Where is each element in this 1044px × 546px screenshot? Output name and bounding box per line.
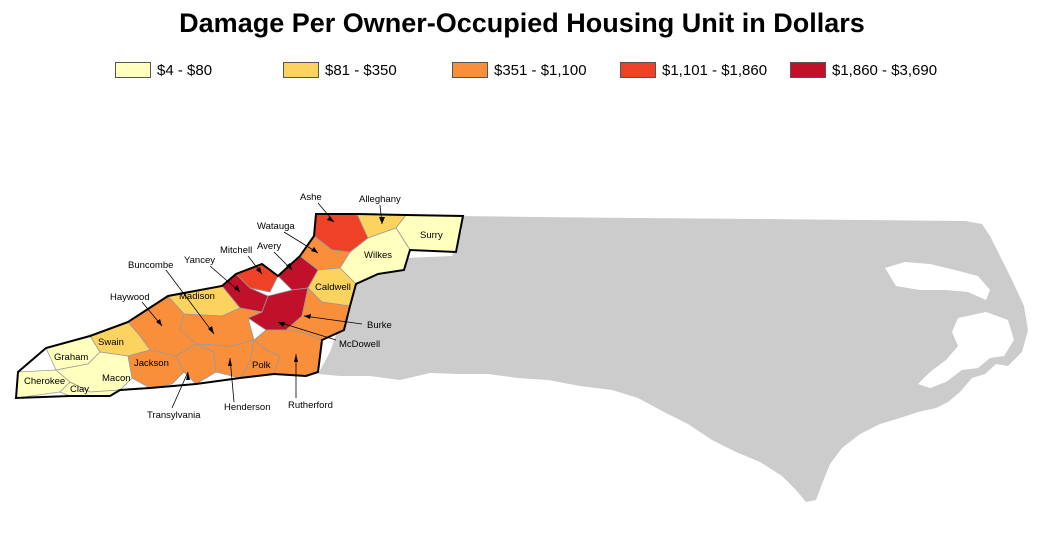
arrow-transylvania	[186, 372, 190, 380]
leader-mcdowell	[277, 321, 337, 341]
arrow-avery	[286, 263, 292, 270]
map-title: Damage Per Owner-Occupied Housing Unit i…	[179, 8, 865, 38]
arrow-burke	[304, 314, 311, 319]
legend-label-5: $1,860 - $3,690	[832, 61, 938, 79]
label-caldwell: Caldwell	[315, 282, 351, 293]
leader-transylvania	[171, 371, 189, 409]
arrow-mitchell	[256, 267, 262, 274]
legend-item-5: $1,860 - $3,690	[790, 58, 937, 82]
label-polk: Polk	[252, 360, 271, 371]
county-labels: Ashe Alleghany Surry Watauga Wilkes Aver…	[24, 192, 443, 421]
legend-label-3: $351 - $1,100	[494, 61, 587, 79]
legend-label-2: $81 - $350	[325, 61, 397, 79]
legend-label-4: $1,101 - $1,860	[662, 61, 768, 79]
arrow-watauga	[311, 247, 318, 253]
legend-swatch-5	[790, 62, 826, 78]
label-watauga: Watauga	[257, 221, 295, 232]
label-jackson: Jackson	[134, 358, 169, 369]
leader-yancey	[209, 265, 241, 293]
leader-burke	[303, 315, 363, 325]
state-background	[318, 216, 1028, 502]
leader-arrowheads	[156, 216, 385, 380]
label-transylvania: Transylvania	[147, 410, 201, 421]
label-mcdowell: McDowell	[339, 339, 380, 350]
legend-label-1: $4 - $80	[157, 61, 213, 79]
county-jackson	[127, 349, 185, 389]
label-rutherford: Rutherford	[288, 400, 333, 411]
arrow-yancey	[234, 285, 240, 292]
label-graham: Graham	[54, 352, 88, 363]
label-madison: Madison	[179, 291, 215, 302]
legend-item-3: $351 - $1,100	[452, 58, 587, 82]
arrow-buncombe	[208, 326, 214, 334]
legend-swatch-2	[283, 62, 319, 78]
label-cherokee: Cherokee	[24, 376, 65, 387]
label-haywood: Haywood	[110, 292, 150, 303]
legend-swatch-1	[115, 62, 151, 78]
label-macon: Macon	[102, 373, 131, 384]
albemarle-sound	[885, 262, 990, 300]
label-mitchell: Mitchell	[220, 245, 252, 256]
legend-item-4: $1,101 - $1,860	[620, 58, 767, 82]
legend-item-1: $4 - $80	[115, 58, 212, 82]
label-clay: Clay	[70, 384, 89, 395]
label-swain: Swain	[98, 337, 124, 348]
label-alleghany: Alleghany	[359, 194, 401, 205]
pamlico-sound	[918, 312, 1014, 388]
label-buncombe: Buncombe	[128, 260, 173, 271]
arrow-alleghany	[379, 217, 385, 224]
legend-item-2: $81 - $350	[283, 58, 397, 82]
label-henderson: Henderson	[224, 402, 270, 413]
arrow-henderson	[228, 358, 232, 366]
label-avery: Avery	[257, 241, 281, 252]
arrow-ashe	[327, 216, 334, 222]
legend-swatch-4	[620, 62, 656, 78]
label-yancey: Yancey	[184, 255, 215, 266]
legend-swatch-3	[452, 62, 488, 78]
region-outline	[14, 213, 465, 400]
label-wilkes: Wilkes	[364, 250, 392, 261]
arrow-haywood	[156, 319, 162, 326]
label-burke: Burke	[367, 320, 392, 331]
legend: $4 - $80 $81 - $350 $351 - $1,100 $1,101…	[0, 58, 1044, 82]
label-ashe: Ashe	[300, 192, 322, 203]
label-surry: Surry	[420, 230, 443, 241]
leader-buncombe	[165, 269, 215, 335]
arrow-rutherford	[294, 354, 298, 362]
arrow-mcdowell	[278, 322, 285, 327]
